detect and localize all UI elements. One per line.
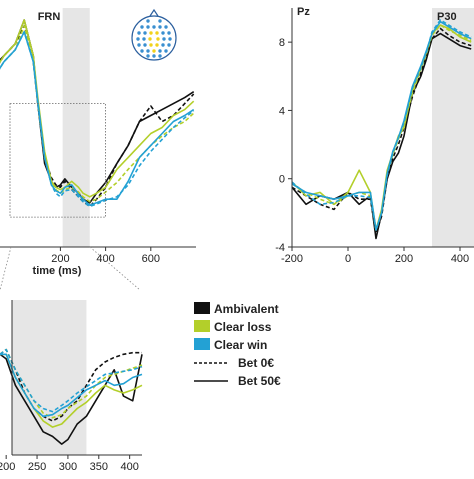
electrode-dot	[146, 54, 150, 58]
electrode-dot	[149, 43, 153, 47]
x-tick-label: 600	[142, 253, 160, 265]
x-tick-label: 250	[28, 461, 46, 473]
electrode-dot	[146, 25, 150, 29]
legend-label: Clear win	[214, 338, 267, 352]
electrode-dot	[156, 37, 160, 41]
electrode-map-icon	[131, 8, 177, 61]
x-tick-label: 200	[51, 253, 69, 265]
frn-shaded-window	[62, 8, 90, 247]
legend-swatch	[194, 302, 210, 314]
y-tick-label: 8	[279, 37, 285, 49]
electrode-dots	[136, 19, 172, 58]
electrode-dot	[146, 19, 150, 23]
legend: Ambivalent Clear loss Clear win Bet 0€ B…	[194, 302, 281, 388]
top-left-series-clear-loss-bet-50	[0, 19, 195, 198]
x-tick-label: 400	[96, 253, 114, 265]
x-tick-label: 400	[451, 253, 469, 265]
pz-x-ticks: -200 0 200 400	[281, 247, 469, 265]
inset-shaded-window	[12, 300, 87, 455]
y-tick-label: -4	[275, 242, 285, 254]
electrode-dot	[158, 49, 162, 53]
x-tick-label: 200	[395, 253, 413, 265]
electrode-dot	[142, 37, 146, 41]
bottom-left-inset-series-ambivalent-bet-0	[0, 348, 142, 422]
electrode-dot	[152, 49, 156, 53]
top-right-series-clear-win-bet-50	[291, 20, 472, 231]
p300-shaded-window	[432, 8, 474, 247]
legend-item-bet-50: Bet 50€	[194, 374, 281, 388]
electrode-dot	[164, 49, 168, 53]
legend-item-bet-0: Bet 0€	[194, 356, 274, 370]
legend-label: Bet 0€	[238, 356, 274, 370]
inset-x-ticks: 200 250 300 350 400	[0, 455, 139, 473]
pz-electrode-label: Pz	[297, 6, 310, 18]
x-tick-label: 300	[59, 461, 77, 473]
electrode-dot	[152, 25, 156, 29]
electrode-dot	[158, 54, 162, 58]
electrode-dot	[158, 19, 162, 23]
pz-y-ticks: -4 0 4 8	[275, 37, 292, 254]
legend-swatch	[194, 338, 210, 350]
electrode-dot	[155, 43, 159, 47]
bottom-left-inset-series-clear-win-bet-50	[0, 353, 143, 418]
legend-item-clear-win: Clear win	[194, 338, 267, 352]
top-right-series-ambivalent-bet-0	[291, 27, 472, 235]
zoom-inset-panel: 200 250 300 350 400	[0, 300, 143, 473]
frn-window-label: FRN	[38, 11, 61, 23]
electrode-dot	[137, 43, 141, 47]
frn-series-group	[0, 19, 195, 208]
electrode-dot	[152, 54, 156, 58]
y-tick-label: 4	[279, 105, 285, 117]
bottom-left-inset-series-clear-win-bet-0	[0, 348, 143, 413]
zoom-connector-left	[0, 246, 12, 291]
legend-swatch	[194, 320, 210, 332]
x-tick-label: 400	[120, 461, 138, 473]
legend-label: Clear loss	[214, 320, 272, 334]
electrode-dot	[162, 37, 166, 41]
electrode-dot	[143, 43, 147, 47]
electrode-dot	[136, 37, 140, 41]
electrode-dot	[148, 37, 152, 41]
legend-label: Bet 50€	[238, 374, 281, 388]
zoom-box	[9, 103, 106, 218]
x-tick-label: 350	[90, 461, 108, 473]
top-right-series-clear-win-bet-0	[291, 19, 472, 231]
x-tick-label: -200	[281, 253, 303, 265]
x-tick-label: 0	[345, 253, 351, 265]
electrode-dot	[161, 43, 165, 47]
electrode-dot	[149, 31, 153, 35]
zoom-connector-right	[89, 246, 141, 291]
y-tick-label: 0	[279, 174, 285, 186]
top-left-series-clear-win-bet-0	[0, 31, 195, 208]
electrode-dot	[140, 49, 144, 53]
frn-x-ticks: 200 400 600	[51, 247, 160, 265]
electrode-dot	[143, 31, 147, 35]
electrode-dot	[140, 25, 144, 29]
electrode-dot	[167, 31, 171, 35]
legend-item-clear-loss: Clear loss	[194, 320, 272, 334]
frn-panel: FRN 200 400 600 time (ms)	[0, 8, 196, 277]
electrode-dot	[158, 25, 162, 29]
electrode-dot	[146, 49, 150, 53]
inset-series-group	[0, 348, 143, 445]
x-tick-label: 200	[0, 461, 15, 473]
electrode-dot	[155, 31, 159, 35]
pz-series-group	[291, 19, 472, 240]
p300-window-label: P30	[437, 11, 457, 23]
legend-item-ambivalent: Ambivalent	[194, 302, 279, 316]
legend-label: Ambivalent	[214, 302, 279, 316]
electrode-dot	[167, 43, 171, 47]
bottom-left-inset-series-ambivalent-bet-50	[0, 353, 143, 445]
top-right-series-ambivalent-bet-50	[291, 32, 472, 240]
electrode-dot	[137, 31, 141, 35]
electrode-dot	[168, 37, 172, 41]
electrode-dot	[164, 25, 168, 29]
pz-panel: P30 Pz -4 0 4 8 -200 0 200 400	[275, 6, 474, 265]
frn-x-axis-title: time (ms)	[33, 265, 82, 277]
electrode-dot	[161, 31, 165, 35]
